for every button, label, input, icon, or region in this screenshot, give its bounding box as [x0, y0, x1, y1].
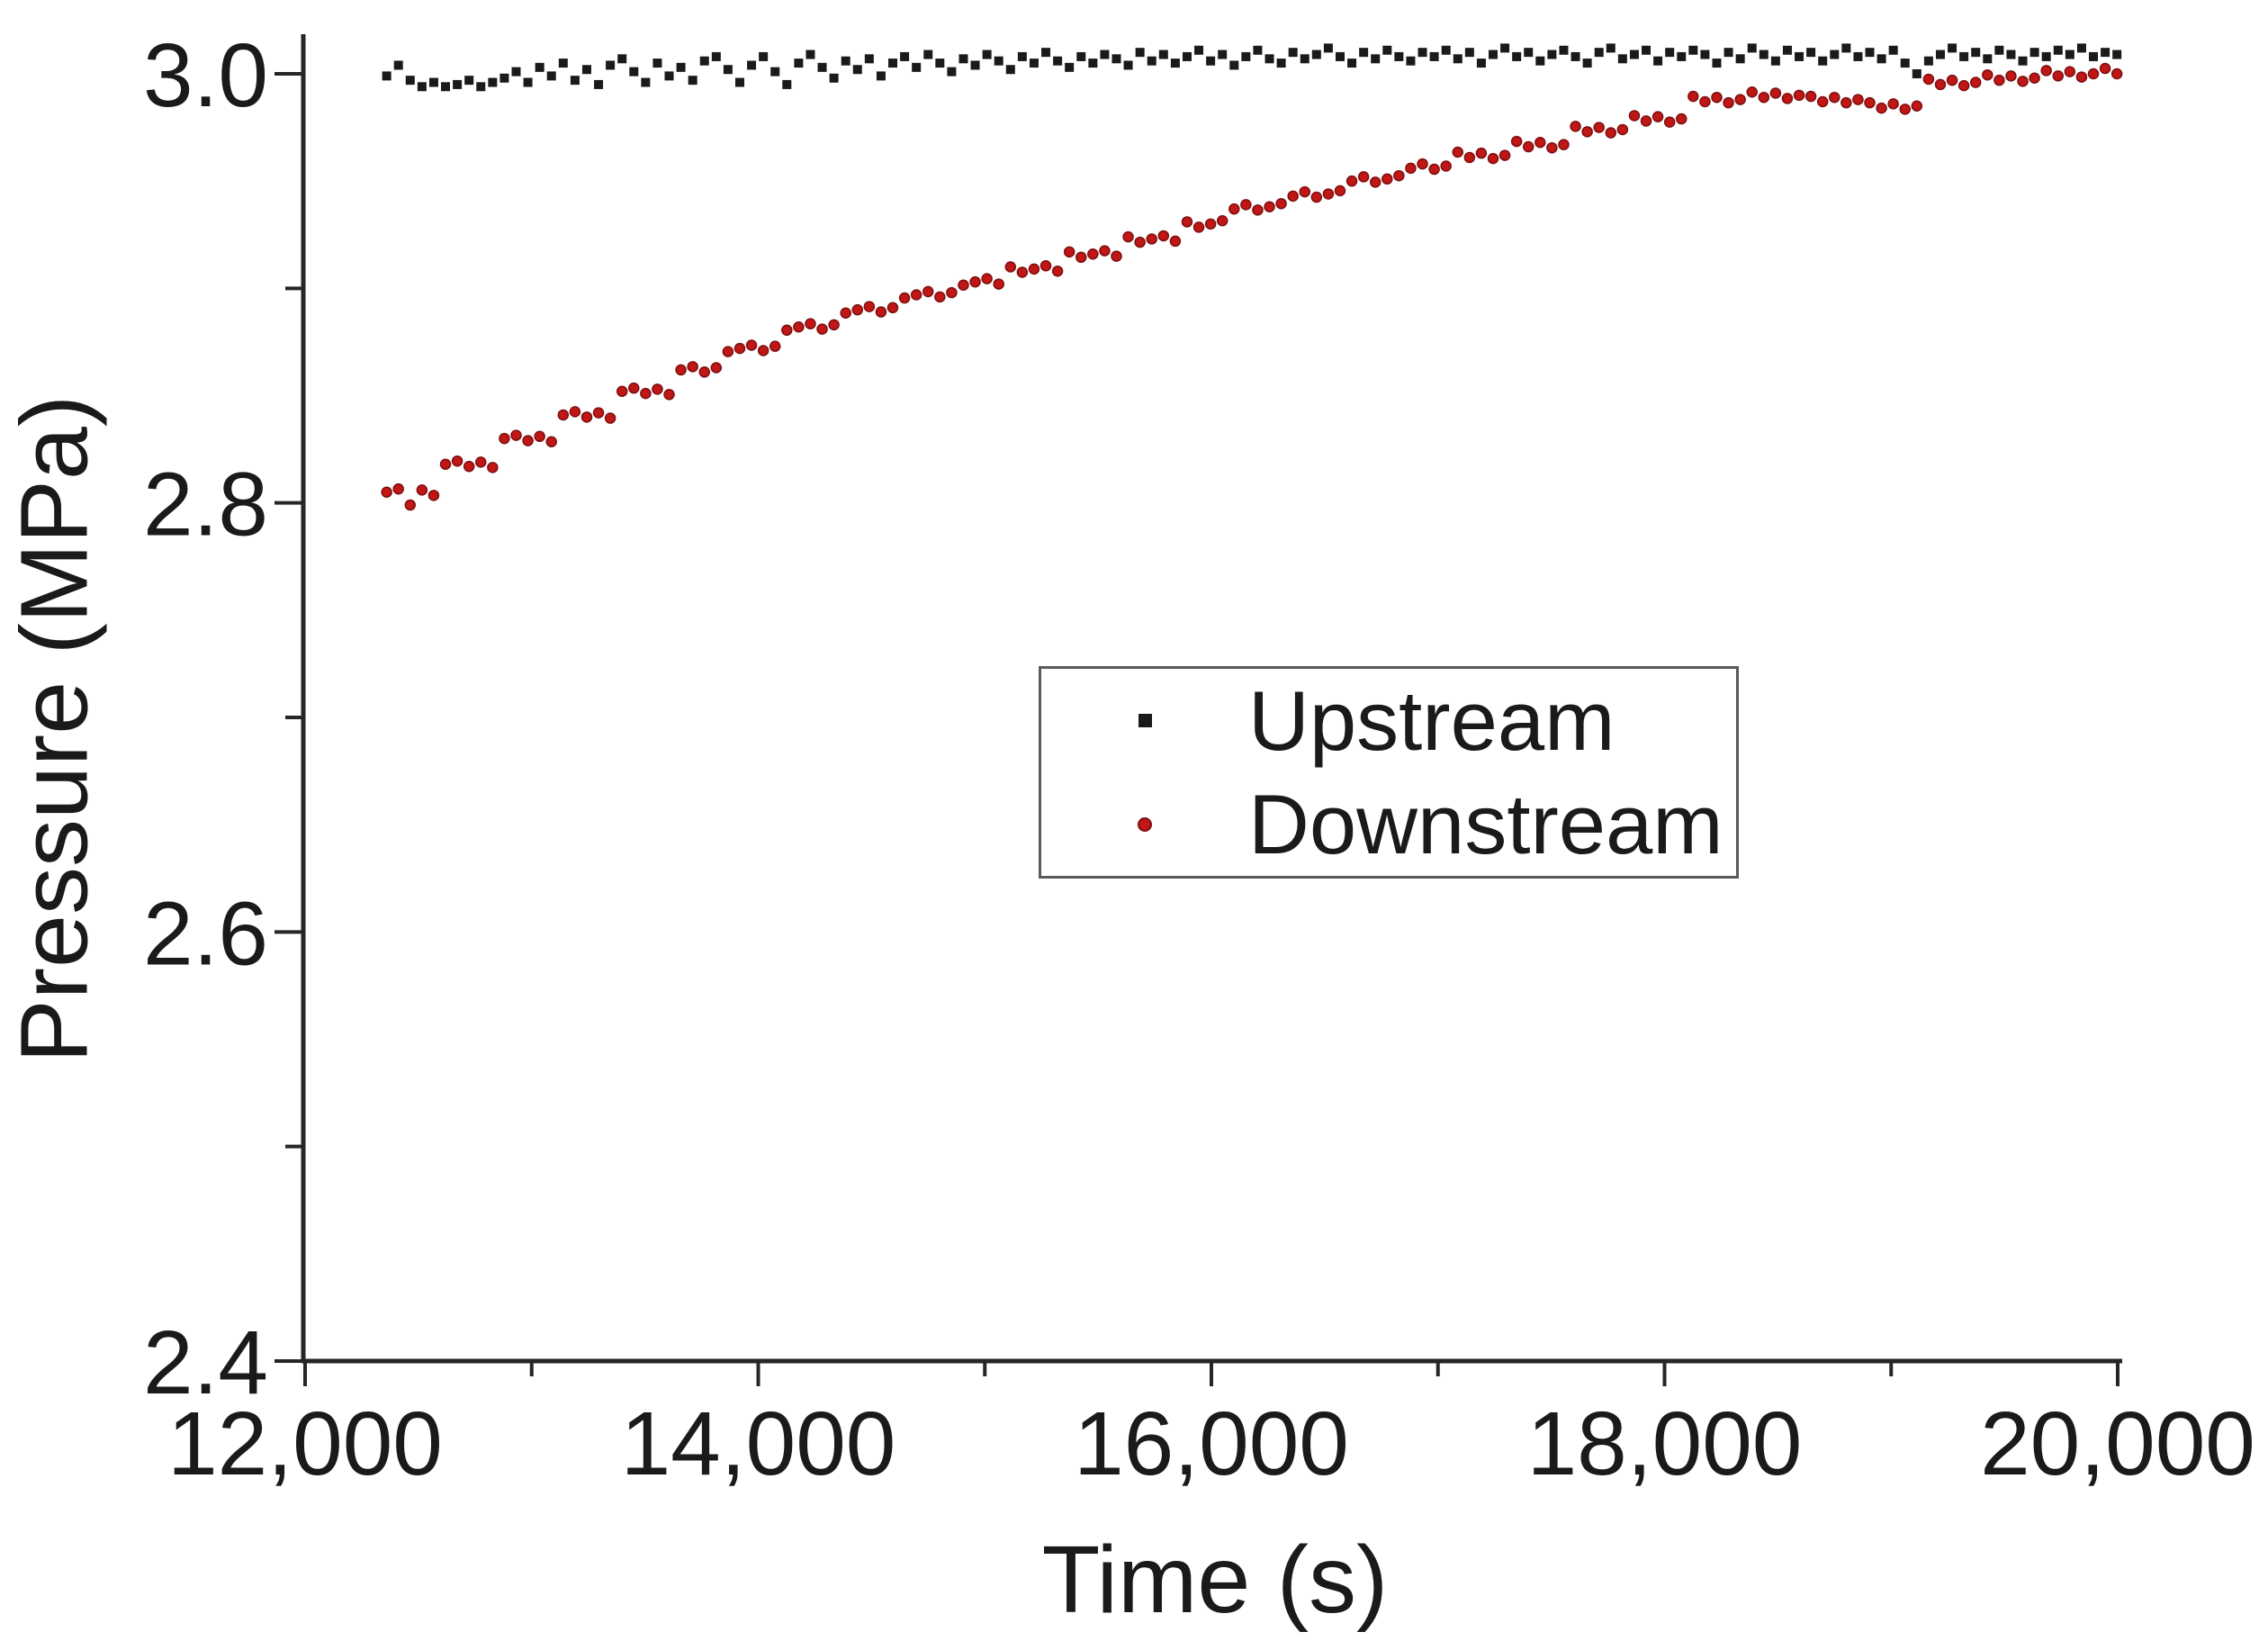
upstream-marker-icon: [1041, 714, 1248, 727]
black-square-marker-icon: [1138, 714, 1152, 727]
y-axis-title: Pressure (MPa): [1, 394, 108, 1064]
svg-text:18,000: 18,000: [1527, 1393, 1803, 1494]
red-dot-marker-icon: [1138, 816, 1152, 832]
downstream-marker-icon: [1041, 816, 1248, 832]
x-axis-title: Time (s): [1041, 1527, 1389, 1633]
svg-text:16,000: 16,000: [1074, 1393, 1349, 1494]
svg-text:20,000: 20,000: [1980, 1393, 2255, 1494]
svg-text:14,000: 14,000: [621, 1393, 896, 1494]
legend-item-upstream: Upstream: [1041, 669, 1736, 772]
legend-label-downstream: Downstream: [1248, 776, 1724, 871]
svg-text:2.4: 2.4: [143, 1312, 268, 1413]
legend-item-downstream: Downstream: [1041, 772, 1736, 876]
legend-box: Upstream Downstream: [1039, 666, 1739, 879]
svg-text:2.8: 2.8: [143, 455, 268, 555]
svg-text:3.0: 3.0: [143, 25, 268, 126]
svg-text:2.6: 2.6: [143, 883, 268, 984]
svg-text:12,000: 12,000: [167, 1393, 443, 1494]
legend-label-upstream: Upstream: [1248, 672, 1616, 768]
